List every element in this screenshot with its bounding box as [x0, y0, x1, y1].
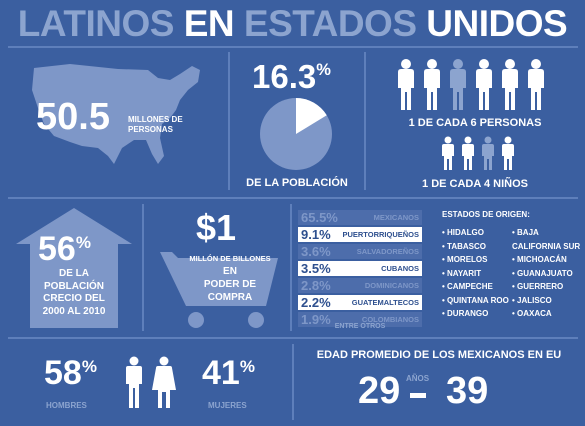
origin-pct: 3.5%: [301, 261, 331, 276]
age-unit: AÑOS: [406, 374, 430, 383]
state-item: • MICHOACÁN: [512, 255, 567, 264]
women-number: 41: [202, 354, 240, 392]
origin-row-salvadorenos: 3.6% SALVADOREÑOS: [298, 244, 422, 259]
state-item: • MORELOS: [442, 255, 488, 264]
divider-middle: [8, 197, 578, 199]
power-line4: COMPRA: [207, 292, 253, 303]
origin-name: PUERTORRIQUEÑOS: [342, 230, 419, 239]
origin-pct: 9.1%: [301, 227, 331, 242]
title-word-en: EN: [183, 3, 244, 44]
origin-name: CUBANOS: [381, 264, 419, 273]
age-from: 29: [358, 370, 401, 412]
origin-name: COLOMBIANOS: [361, 315, 419, 324]
origin-name: MEXICANOS: [373, 213, 419, 222]
man-woman-icon: [126, 356, 176, 408]
power-line2: EN: [223, 266, 237, 277]
population-unit: MILLONES DE PERSONAS: [128, 115, 183, 135]
children-icons: [442, 136, 514, 170]
divider-v1: [228, 52, 230, 190]
origin-row-mexicanos: 65.5% MEXICANOS: [298, 210, 422, 225]
divider-v4: [290, 204, 292, 331]
growth-line1: DE LA: [59, 268, 89, 279]
state-item: CALIFORNIA SUR: [512, 241, 581, 251]
age-heading: EDAD PROMEDIO DE LOS MEXICANOS EN EU: [316, 349, 562, 361]
origin-pct: 65.5%: [301, 210, 338, 225]
growth-line4: 2000 AL 2010: [42, 305, 106, 317]
state-item: • CAMPECHE: [442, 282, 493, 291]
state-item: • GUANAJUATO: [512, 268, 573, 278]
growth-caption: DE LA POBLACIÓN CRECIO DEL 2000 AL 2010: [30, 268, 118, 318]
divider-top: [8, 46, 578, 48]
pie-share-slice: [296, 98, 327, 134]
power-line3: PODER DE: [203, 279, 257, 290]
title-word-estados: ESTADOS: [243, 3, 427, 44]
state-item: • BAJA: [512, 228, 539, 237]
page-title: LATINOS EN ESTADOS UNIDOS: [0, 2, 585, 46]
shopping-cart-icon: [160, 252, 278, 328]
women-percent-sign: %: [239, 357, 255, 376]
origin-pct: 3.6%: [301, 244, 331, 259]
growth-line2: POBLACIÓN: [44, 280, 104, 292]
states-col1: • HIDALGO • TABASCO • MORELOS • NAYARIT …: [442, 226, 509, 321]
men-value: 58%: [44, 356, 97, 390]
growth-line3: CRECIO DEL: [43, 293, 105, 304]
power-value: $1: [196, 207, 237, 248]
state-item: • DURANGO: [442, 309, 489, 318]
population-value: 50.5: [36, 96, 110, 138]
men-number: 58: [44, 354, 82, 392]
origin-pct: 1.9%: [301, 312, 331, 327]
growth-percent-sign: %: [75, 233, 91, 252]
state-item: • OAXACA: [512, 309, 552, 318]
age-to: 39: [446, 370, 489, 412]
women-value: 41%: [202, 356, 255, 390]
states-col2: • BAJA CALIFORNIA SUR • MICHOACÁN • GUAN…: [512, 226, 580, 321]
people-icons: [398, 59, 544, 110]
power-line1: MILLÓN DE BILLONES: [189, 254, 271, 263]
usa-map-icon: [32, 64, 200, 164]
origin-row-cubanos: 3.5% CUBANOS: [298, 261, 422, 276]
women-label: MUJERES: [208, 401, 247, 410]
ratio-people-text: 1 DE CADA 6 PERSONAS: [408, 117, 542, 129]
origin-name: SALVADOREÑOS: [356, 247, 419, 256]
state-item: • TABASCO: [442, 241, 486, 251]
states-heading: ESTADOS DE ORIGEN:: [442, 210, 530, 219]
state-item: • HIDALGO: [442, 228, 484, 237]
state-item: • QUINTANA ROO: [442, 295, 509, 305]
divider-v3: [142, 204, 144, 331]
share-caption: DE LA POBLACIÓN: [246, 177, 348, 189]
others-label: ENTRE OTROS: [334, 323, 386, 330]
state-item: • JALISCO: [512, 295, 552, 305]
share-pie-chart: [260, 98, 332, 170]
origin-row-dominicanos: 2.8% DOMINICANOS: [298, 278, 422, 293]
origin-row-guatemaltecos: 2.2% GUATEMALTECOS: [298, 295, 422, 310]
state-item: • GUERRERO: [512, 282, 564, 291]
origin-name: GUATEMALTECOS: [351, 298, 419, 307]
growth-arrow-icon: [16, 208, 132, 328]
share-number: 16.3: [252, 58, 317, 95]
population-unit-line1: MILLONES DE: [128, 115, 183, 124]
origin-pct: 2.2%: [301, 295, 331, 310]
origin-name: DOMINICANOS: [364, 281, 419, 290]
title-word-latinos: LATINOS: [17, 3, 184, 44]
divider-v2: [364, 52, 366, 190]
ratio-children-text: 1 DE CADA 4 NIÑOS: [422, 178, 528, 190]
origin-row-colombianos: 1.9% COLOMBIANOS: [298, 312, 422, 327]
share-percent-sign: %: [316, 61, 331, 79]
men-percent-sign: %: [81, 357, 97, 376]
men-label: HOMBRES: [46, 401, 87, 410]
divider-bottom: [8, 337, 578, 339]
age-dash: [410, 393, 426, 398]
growth-number: 56: [38, 230, 76, 268]
divider-v5: [292, 344, 294, 420]
origin-pct: 2.8%: [301, 278, 331, 293]
title-word-unidos: UNIDOS: [426, 3, 568, 44]
growth-value: 56%: [38, 232, 91, 266]
population-unit-line2: PERSONAS: [128, 125, 173, 134]
state-item: • NAYARIT: [442, 268, 482, 278]
origin-row-puertorriquenos: 9.1% PUERTORRIQUEÑOS: [298, 227, 422, 242]
share-value: 16.3%: [252, 60, 331, 93]
power-caption: MILLÓN DE BILLONES EN PODER DE COMPRA: [180, 252, 280, 304]
